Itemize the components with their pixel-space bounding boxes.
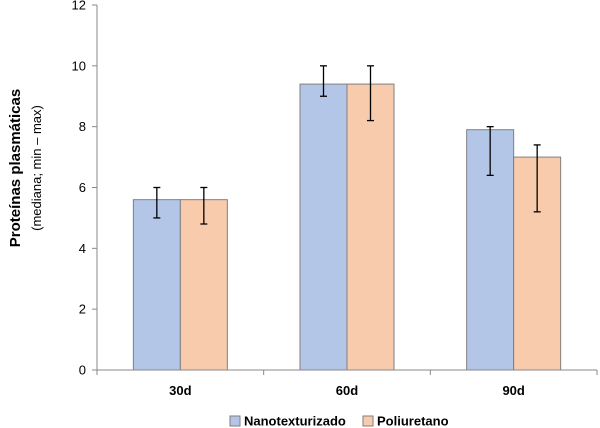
y-tick-label: 6 (79, 180, 86, 195)
x-tick-label-60d: 60d (336, 383, 358, 398)
legend: Nanotexturizado Poliuretano (229, 414, 449, 428)
bar-nanotexturizado-30d (132, 199, 181, 371)
y-tick-label: 12 (72, 0, 86, 13)
y-tick-label: 8 (79, 119, 86, 134)
y-tick-label: 4 (79, 241, 86, 256)
y-tick-label: 0 (79, 363, 86, 378)
y-tick-label: 2 (79, 302, 86, 317)
legend-label-poliuretano: Poliuretano (377, 414, 449, 428)
error-bars (153, 65, 541, 225)
y-axis-ticks: 0 2 4 6 8 10 12 (72, 0, 97, 378)
bar-poliuretano-30d (179, 199, 228, 371)
legend-label-nanotexturizado: Nanotexturizado (244, 414, 346, 428)
x-axis-labels: 30d 60d 90d (169, 383, 525, 398)
x-tick-label-30d: 30d (169, 383, 191, 398)
legend-swatch-nanotexturizado (229, 415, 241, 427)
bar-nanotexturizado-60d (299, 83, 348, 371)
legend-swatch-poliuretano (362, 415, 374, 427)
bars (132, 83, 562, 371)
x-tick-label-90d: 90d (502, 383, 524, 398)
y-axis-title: Proteínas plasmáticas (mediana; min – ma… (7, 89, 44, 247)
axes (96, 5, 598, 375)
bar-poliuretano-60d (346, 83, 395, 371)
y-axis-title-line1: Proteínas plasmáticas (7, 89, 24, 247)
y-axis-title-line2: (mediana; min – max) (29, 105, 44, 231)
y-tick-label: 10 (72, 58, 86, 73)
